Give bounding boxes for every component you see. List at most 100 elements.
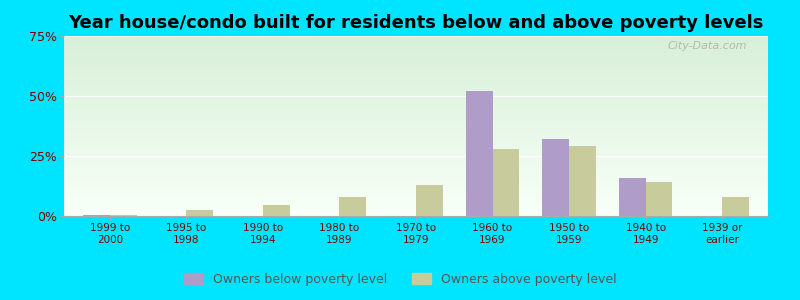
Bar xyxy=(64,72,768,74)
Title: Year house/condo built for residents below and above poverty levels: Year house/condo built for residents bel… xyxy=(68,14,764,32)
Bar xyxy=(64,180,768,182)
Bar xyxy=(64,157,768,158)
Bar xyxy=(64,133,768,135)
Bar xyxy=(64,54,768,56)
Bar xyxy=(64,41,768,43)
Bar xyxy=(64,122,768,124)
Bar xyxy=(64,135,768,137)
Bar xyxy=(64,38,768,40)
Bar xyxy=(263,205,290,216)
Bar xyxy=(64,45,768,47)
Bar xyxy=(64,52,768,54)
Bar xyxy=(64,112,768,113)
Bar xyxy=(64,113,768,115)
Bar xyxy=(186,210,214,216)
Bar xyxy=(64,43,768,45)
Bar xyxy=(64,198,768,200)
Bar xyxy=(64,207,768,209)
Bar xyxy=(64,58,768,59)
Bar xyxy=(64,194,768,196)
Bar xyxy=(64,90,768,92)
Bar xyxy=(110,215,137,216)
Text: City-Data.com: City-Data.com xyxy=(667,41,747,51)
Bar xyxy=(64,79,768,81)
Bar xyxy=(64,140,768,142)
Bar xyxy=(64,158,768,160)
Bar xyxy=(64,167,768,169)
Bar xyxy=(83,215,110,216)
Bar xyxy=(64,63,768,65)
Bar xyxy=(64,76,768,77)
Bar xyxy=(569,146,596,216)
Bar xyxy=(64,115,768,117)
Bar xyxy=(466,91,493,216)
Bar xyxy=(64,130,768,131)
Bar xyxy=(64,65,768,67)
Bar xyxy=(64,117,768,119)
Bar xyxy=(64,193,768,194)
Bar xyxy=(64,56,768,58)
Bar xyxy=(64,40,768,41)
Bar xyxy=(64,68,768,70)
Bar xyxy=(64,88,768,90)
Bar xyxy=(64,175,768,176)
Bar xyxy=(64,149,768,151)
Bar xyxy=(64,203,768,205)
Bar xyxy=(64,142,768,144)
Bar xyxy=(646,182,672,216)
Bar xyxy=(64,94,768,95)
Bar xyxy=(64,182,768,184)
Bar xyxy=(64,47,768,49)
Bar xyxy=(64,77,768,79)
Bar xyxy=(64,101,768,103)
Bar xyxy=(64,67,768,68)
Bar xyxy=(722,197,749,216)
Bar xyxy=(64,99,768,101)
Bar xyxy=(64,214,768,216)
Bar xyxy=(64,103,768,104)
Bar xyxy=(64,189,768,191)
Bar xyxy=(64,81,768,83)
Bar xyxy=(64,50,768,52)
Bar xyxy=(64,119,768,121)
Bar xyxy=(64,121,768,122)
Bar xyxy=(64,187,768,189)
Bar xyxy=(64,137,768,139)
Bar xyxy=(64,178,768,180)
Bar xyxy=(64,164,768,166)
Bar xyxy=(64,173,768,175)
Bar xyxy=(416,185,442,216)
Bar xyxy=(64,185,768,187)
Bar xyxy=(64,191,768,193)
Bar xyxy=(64,196,768,198)
Bar xyxy=(64,124,768,126)
Bar xyxy=(64,205,768,207)
Bar xyxy=(64,139,768,140)
Legend: Owners below poverty level, Owners above poverty level: Owners below poverty level, Owners above… xyxy=(179,268,621,291)
Bar xyxy=(64,171,768,173)
Bar xyxy=(64,148,768,149)
Bar xyxy=(64,184,768,185)
Bar xyxy=(64,106,768,108)
Bar xyxy=(64,153,768,155)
Bar xyxy=(64,144,768,146)
Bar xyxy=(64,209,768,211)
Bar xyxy=(64,83,768,85)
Bar xyxy=(618,178,646,216)
Bar xyxy=(64,108,768,110)
Bar xyxy=(339,197,366,216)
Bar xyxy=(64,110,768,112)
Bar xyxy=(64,166,768,167)
Bar xyxy=(64,97,768,99)
Bar xyxy=(64,160,768,162)
Bar xyxy=(64,104,768,106)
Bar xyxy=(493,149,519,216)
Bar xyxy=(64,131,768,133)
Bar xyxy=(64,49,768,50)
Bar xyxy=(64,95,768,97)
Bar xyxy=(64,200,768,202)
Bar xyxy=(64,59,768,61)
Bar xyxy=(64,126,768,128)
Bar xyxy=(64,70,768,72)
Bar xyxy=(64,85,768,86)
